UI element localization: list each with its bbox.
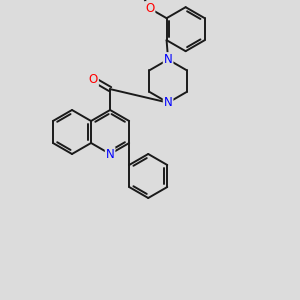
Text: O: O	[89, 73, 98, 86]
Text: N: N	[164, 96, 172, 109]
Text: N: N	[106, 148, 115, 160]
Text: O: O	[145, 2, 154, 15]
Text: N: N	[164, 53, 172, 66]
